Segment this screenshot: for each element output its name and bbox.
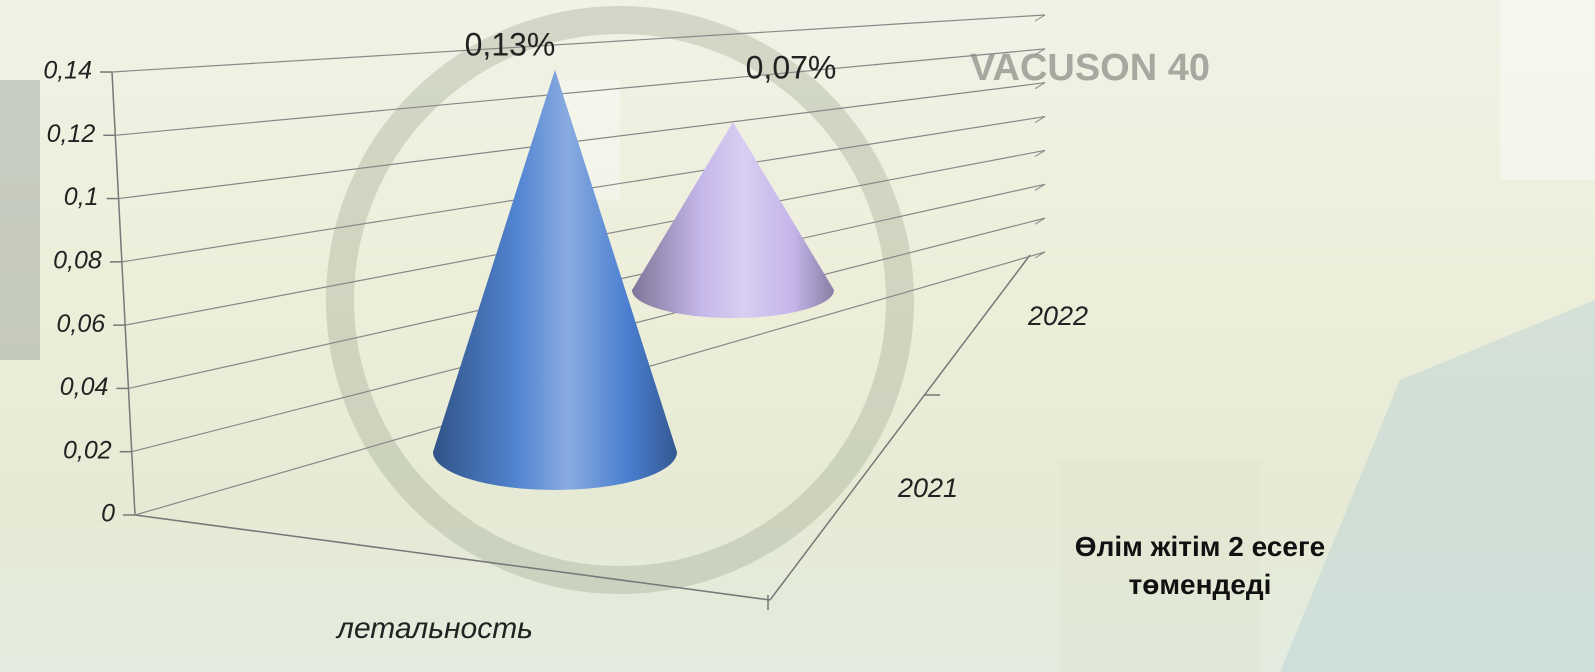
grid-line [1034,183,1046,191]
category-label: летальность [335,612,533,645]
y-tick-label: 0,12 [47,120,96,148]
photo-text: VACUSON 40 [970,47,1210,89]
y-tick-label: 0 [101,500,115,528]
y-tick-label: 0,1 [64,183,99,211]
y-tick-label: 0,02 [63,436,112,464]
cone [632,122,834,318]
data-label: 0,07% [746,49,837,85]
grid-line [1034,48,1046,56]
y-tick-label: 0,14 [43,57,92,85]
grid-line [1034,251,1046,259]
grid-line [1034,149,1046,157]
data-label: 0,13% [465,26,556,62]
legend-label: 2021 [897,473,958,503]
y-tick-label: 0,04 [60,373,109,401]
annotation: Өлім жітім 2 есеге төмендеді [1074,531,1326,600]
floor-front-edge [134,514,771,601]
grid-line [1034,217,1046,225]
floor-side-edge [769,254,1031,601]
grid-line [1034,116,1046,124]
grid-line [115,48,1046,136]
y-tick-label: 0,08 [53,246,102,274]
grid-line [1034,14,1046,22]
cone [433,69,677,491]
grid-line [111,14,1046,73]
grid-line [1034,82,1046,90]
legend-label: 2022 [1027,301,1088,331]
y-tick-label: 0,06 [56,310,105,338]
y-axis [111,71,136,516]
grid-line [118,82,1046,200]
